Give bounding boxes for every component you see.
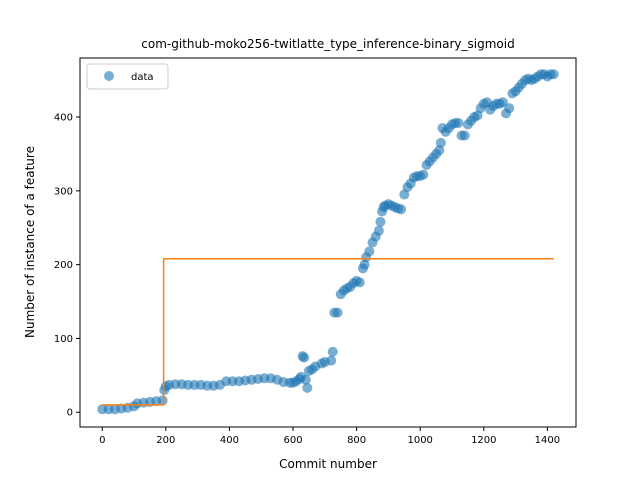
fit-line (102, 257, 554, 406)
legend-label-data: data (131, 72, 154, 83)
data-point (396, 204, 407, 215)
data-point (418, 169, 429, 180)
data-point (497, 97, 508, 108)
y-axis-label: Number of instance of a feature (23, 146, 37, 338)
x-tick-label: 200 (156, 435, 175, 446)
chart-title: com-github-moko256-twitlatte_type_infere… (141, 37, 514, 51)
data-point (157, 395, 168, 406)
x-tick-label: 400 (220, 435, 239, 446)
x-tick-label: 1400 (535, 435, 560, 446)
x-tick-label: 600 (283, 435, 302, 446)
data-point (504, 103, 515, 114)
data-point (354, 277, 365, 288)
legend-marker-data (104, 71, 114, 81)
y-tick-label: 0 (67, 408, 73, 419)
data-point (375, 216, 386, 227)
data-point (326, 355, 337, 366)
axes: 0 200 400 600 800 1000 1200 1400 0 100 200 300 400 (54, 113, 560, 446)
legend: data (86, 63, 169, 90)
plot-frame (79, 57, 577, 428)
x-tick-label: 1000 (407, 435, 432, 446)
data-point (548, 69, 559, 80)
data-point (364, 246, 375, 257)
data-point (299, 352, 310, 363)
x-tick-label: 0 (99, 435, 105, 446)
data-point (327, 346, 338, 357)
x-axis-label: Commit number (279, 457, 377, 471)
y-tick-label: 200 (54, 260, 73, 271)
data-point (373, 225, 384, 236)
data-point (300, 374, 311, 385)
data-point (453, 117, 464, 128)
y-tick-label: 100 (54, 334, 73, 345)
y-tick-label: 400 (54, 113, 73, 124)
data-point (435, 137, 446, 148)
data-point (459, 130, 470, 141)
plot-area (97, 69, 559, 415)
x-tick-label: 800 (347, 435, 366, 446)
data-point (332, 307, 343, 318)
legend-box (86, 63, 169, 90)
y-tick-label: 300 (54, 186, 73, 197)
data-point (302, 382, 313, 393)
x-tick-label: 1200 (471, 435, 496, 446)
